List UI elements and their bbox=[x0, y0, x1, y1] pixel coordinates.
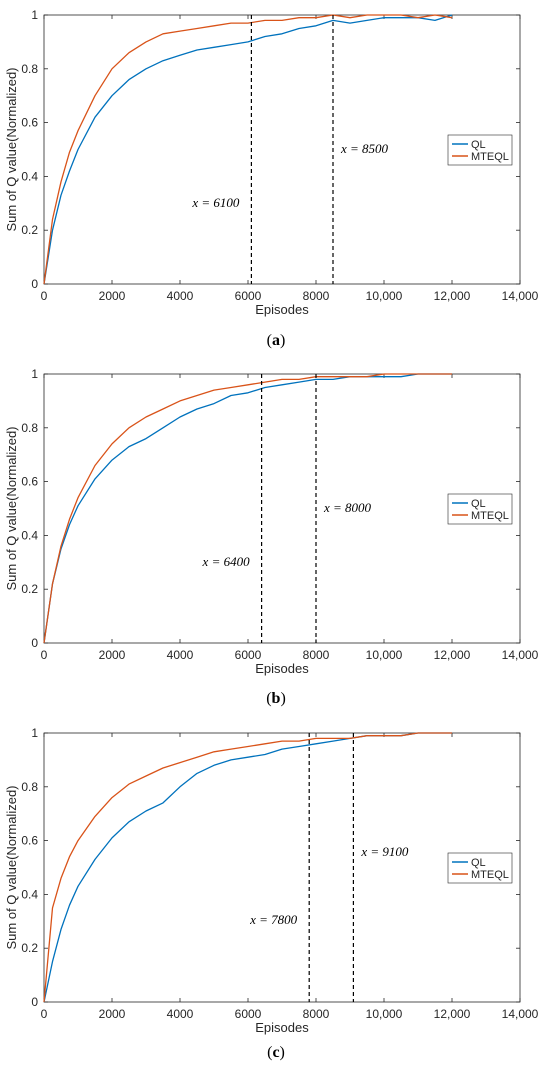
x-tick-label: 14,000 bbox=[502, 648, 539, 662]
y-axis-label: Sum of Q value(Normalized) bbox=[4, 786, 19, 950]
x-tick-label: 14,000 bbox=[502, 1007, 539, 1021]
legend-entry-ql: QL bbox=[471, 139, 486, 151]
threshold-annotation: x = 8500 bbox=[340, 141, 389, 156]
plot-area bbox=[43, 732, 521, 1003]
y-tick-label: 0 bbox=[31, 636, 38, 650]
legend-entry-mteql: MTEQL bbox=[471, 869, 509, 881]
y-axis-label: Sum of Q value(Normalized) bbox=[4, 68, 19, 232]
x-tick-label: 4000 bbox=[167, 648, 194, 662]
x-axis-label: Episodes bbox=[255, 661, 309, 676]
x-tick-label: 0 bbox=[41, 648, 48, 662]
x-tick-label: 0 bbox=[41, 1007, 48, 1021]
series-line-ql bbox=[43, 373, 452, 644]
y-tick-label: 0.4 bbox=[21, 169, 38, 183]
x-tick-label: 4000 bbox=[167, 1007, 194, 1021]
threshold-annotation: x = 6400 bbox=[202, 554, 251, 569]
y-tick-label: 0.8 bbox=[21, 62, 38, 76]
panel-label: (b) bbox=[266, 690, 286, 707]
y-tick-label: 0.6 bbox=[21, 475, 38, 489]
series-line-mteql bbox=[43, 14, 453, 285]
legend-entry-mteql: MTEQL bbox=[471, 510, 509, 522]
y-tick-label: 0.2 bbox=[21, 223, 38, 237]
x-tick-label: 14,000 bbox=[502, 289, 539, 303]
x-tick-label: 6000 bbox=[235, 1007, 262, 1021]
legend-box bbox=[447, 493, 513, 525]
x-tick-label: 10,000 bbox=[366, 289, 403, 303]
chart-panel-b: 0 2000 4000 6000 8000 10,000 12,000 14,000 0 0.2 0… bbox=[4, 367, 539, 707]
y-tick-label: 0 bbox=[31, 277, 38, 291]
series-line-mteql bbox=[43, 373, 452, 644]
x-tick-label: 2000 bbox=[99, 648, 126, 662]
y-tick-label: 0 bbox=[31, 995, 38, 1009]
legend-box bbox=[447, 134, 513, 166]
y-tick-label: 0.4 bbox=[21, 887, 38, 901]
x-tick-label: 8000 bbox=[303, 648, 330, 662]
chart-panel-a: 0 2000 4000 6000 8000 10,000 12,000 14,000 0 0.2 0… bbox=[4, 8, 539, 349]
chart-panel-c: 0 2000 4000 6000 8000 10,000 12,000 14,000 0 0.2 0… bbox=[4, 726, 539, 1061]
y-tick-label: 1 bbox=[31, 367, 38, 381]
y-tick-label: 0.2 bbox=[21, 941, 38, 955]
x-tick-label: 8000 bbox=[303, 289, 330, 303]
threshold-annotation: x = 9100 bbox=[360, 844, 409, 859]
y-tick-label: 1 bbox=[31, 726, 38, 740]
y-tick-label: 0.2 bbox=[21, 582, 38, 596]
legend-box bbox=[447, 852, 513, 884]
legend-entry-ql: QL bbox=[471, 498, 486, 510]
x-tick-label: 12,000 bbox=[434, 289, 471, 303]
x-tick-label: 10,000 bbox=[366, 648, 403, 662]
y-tick-label: 0.8 bbox=[21, 421, 38, 435]
x-axis-label: Episodes bbox=[255, 1020, 309, 1035]
x-tick-label: 6000 bbox=[235, 289, 262, 303]
y-tick-label: 0.6 bbox=[21, 116, 38, 130]
legend-entry-mteql: MTEQL bbox=[471, 151, 509, 163]
series-line-mteql bbox=[43, 732, 452, 1003]
x-tick-label: 12,000 bbox=[434, 648, 471, 662]
panel-label: (c) bbox=[267, 1044, 285, 1061]
x-tick-label: 2000 bbox=[99, 1007, 126, 1021]
plot-area bbox=[43, 14, 521, 285]
threshold-annotation: x = 7800 bbox=[249, 912, 298, 927]
x-tick-label: 12,000 bbox=[434, 1007, 471, 1021]
x-tick-label: 4000 bbox=[167, 289, 194, 303]
y-tick-label: 1 bbox=[31, 8, 38, 22]
threshold-annotation: x = 6100 bbox=[191, 195, 240, 210]
y-tick-label: 0.4 bbox=[21, 528, 38, 542]
panel-label: (a) bbox=[267, 332, 286, 349]
x-tick-label: 2000 bbox=[99, 289, 126, 303]
x-tick-label: 0 bbox=[41, 289, 48, 303]
y-tick-label: 0.8 bbox=[21, 780, 38, 794]
legend-entry-ql: QL bbox=[471, 857, 486, 869]
x-axis-label: Episodes bbox=[255, 302, 309, 317]
threshold-annotation: x = 8000 bbox=[323, 500, 372, 515]
x-tick-label: 8000 bbox=[303, 1007, 330, 1021]
x-tick-label: 6000 bbox=[235, 648, 262, 662]
y-tick-label: 0.6 bbox=[21, 834, 38, 848]
series-line-ql bbox=[43, 14, 453, 285]
plot-area bbox=[43, 373, 521, 644]
x-tick-label: 10,000 bbox=[366, 1007, 403, 1021]
y-axis-label: Sum of Q value(Normalized) bbox=[4, 427, 19, 591]
